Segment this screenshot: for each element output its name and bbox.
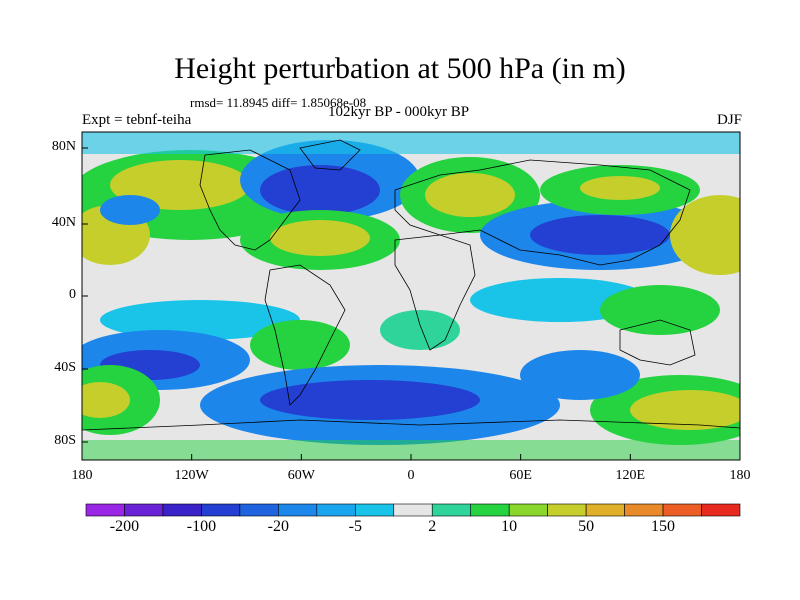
- stats-line: rmsd= 11.8945 diff= 1.85068e-08: [190, 95, 367, 110]
- colorbar-swatch: [278, 503, 318, 517]
- colorbar-swatch: [162, 503, 202, 517]
- x-tick-label: 120E: [615, 468, 646, 483]
- colorbar-swatch: [85, 503, 125, 517]
- experiment-label: Expt = tebnf-teiha: [82, 112, 192, 128]
- chart-title: Height perturbation at 500 hPa (in m): [174, 52, 626, 85]
- x-tick-label: 60E: [509, 468, 532, 483]
- colorbar-swatch: [201, 503, 241, 517]
- colorbar-label: 2: [428, 518, 437, 535]
- y-tick-label: 40N: [51, 215, 76, 230]
- y-tick-label: 80S: [54, 433, 76, 448]
- colorbar-swatch: [547, 503, 587, 517]
- colorbar-swatch: [508, 503, 548, 517]
- axis-ticks: [81, 147, 741, 460]
- colorbar-swatch: [316, 503, 356, 517]
- colorbar-label: 150: [651, 518, 676, 535]
- colorbar-label: -20: [267, 518, 289, 535]
- period-label: 102kyr BP - 000kyr BP: [328, 104, 470, 120]
- x-tick-label: 120W: [174, 468, 209, 483]
- colorbar-label: -200: [109, 518, 140, 535]
- colorbar-swatch: [124, 503, 164, 517]
- season-label: DJF: [716, 112, 742, 128]
- colorbar-swatch: [701, 503, 741, 517]
- colorbar-swatch: [431, 503, 472, 517]
- colorbar-swatch: [393, 503, 433, 517]
- continent-outlines: [81, 139, 741, 431]
- colorbar-label: -5: [348, 518, 362, 535]
- colorbar-swatch: [470, 503, 510, 517]
- x-tick-label: 180: [71, 468, 93, 483]
- y-tick-label: 40S: [54, 360, 76, 375]
- height-field: [82, 132, 740, 460]
- colorbar-swatch: [624, 503, 664, 517]
- colorbar-swatch: [585, 503, 625, 517]
- x-tick-label: 0: [407, 468, 415, 483]
- y-tick-label: 0: [69, 287, 76, 302]
- colorbar-swatch: [354, 503, 395, 517]
- colorbar-label: 50: [578, 518, 595, 535]
- colorbar-swatch: [662, 503, 702, 517]
- y-tick-label: 80N: [51, 139, 76, 154]
- colorbar: [85, 503, 741, 517]
- colorbar-label: -100: [186, 518, 217, 535]
- x-tick-label: 180: [729, 468, 751, 483]
- colorbar-label: 10: [501, 518, 518, 535]
- colorbar-swatch: [239, 503, 279, 517]
- x-tick-label: 60W: [287, 468, 315, 483]
